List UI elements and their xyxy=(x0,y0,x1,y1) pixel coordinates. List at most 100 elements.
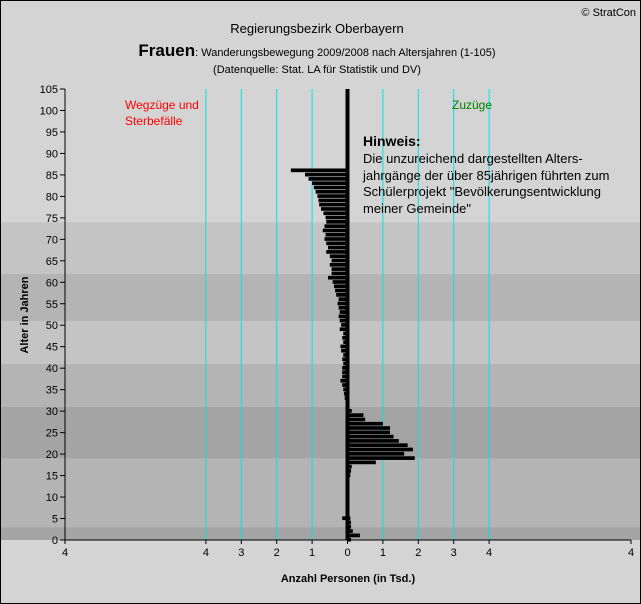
bar-out-age-82 xyxy=(313,185,348,190)
y-tick-label-95: 95 xyxy=(46,127,58,139)
bar-out-age-48 xyxy=(343,331,348,336)
y-tick-label-75: 75 xyxy=(46,213,58,225)
note-line-2: jahrgänge der über 85jährigen führten zu… xyxy=(362,168,609,183)
bar-out-age-79 xyxy=(318,198,348,203)
copyright: © StratCon xyxy=(581,7,636,19)
bar-out-age-80 xyxy=(317,194,348,198)
subtitle-rest: : Wanderungsbewegung 2009/2008 nach Alte… xyxy=(195,47,495,59)
note-title: Hinweis: xyxy=(363,133,421,149)
bar-out-age-62 xyxy=(331,271,348,276)
bar-in-age-29 xyxy=(347,413,364,417)
bar-in-age-22 xyxy=(347,443,408,448)
bar-out-age-64 xyxy=(329,262,348,267)
bar-out-age-54 xyxy=(338,305,348,310)
bar-in-age-23 xyxy=(347,439,399,443)
bar-out-age-85 xyxy=(305,172,348,177)
y-tick-label-15: 15 xyxy=(46,471,58,483)
bar-out-age-45 xyxy=(340,344,348,349)
y-tick-label-35: 35 xyxy=(46,385,58,397)
bar-out-age-40 xyxy=(342,366,348,370)
bar-out-age-35 xyxy=(343,387,348,392)
tick-labels: 0510152025303540455055606570758085909510… xyxy=(40,84,634,559)
bar-out-age-75 xyxy=(325,215,348,220)
y-tick-label-65: 65 xyxy=(46,256,58,268)
x-tick-label-10: 4 xyxy=(628,547,634,559)
bar-out-age-78 xyxy=(319,202,348,207)
gridlines xyxy=(205,89,490,540)
bar-out-age-39 xyxy=(342,370,348,375)
age-band-3 xyxy=(0,363,641,407)
bar-out-age-86 xyxy=(290,168,348,173)
bar-out-age-57 xyxy=(336,293,348,297)
bar-out-age-44 xyxy=(341,348,348,353)
bar-out-age-56 xyxy=(338,297,348,302)
bar-in-age-30 xyxy=(347,408,352,413)
bar-out-age-69 xyxy=(326,241,348,246)
x-tick-label-2: 3 xyxy=(238,547,244,559)
bar-in-age-17 xyxy=(347,464,352,469)
bar-in-age-2 xyxy=(347,529,353,533)
y-tick-label-90: 90 xyxy=(46,148,58,160)
y-tick-label-30: 30 xyxy=(46,406,58,418)
bar-out-age-36 xyxy=(342,383,348,387)
bar-out-age-49 xyxy=(339,327,348,332)
bar-out-age-68 xyxy=(328,245,348,250)
bar-out-age-55 xyxy=(337,301,348,306)
bar-out-age-76 xyxy=(323,211,348,216)
bar-in-age-20 xyxy=(347,451,405,456)
zero-axis-line xyxy=(345,89,350,540)
chart-title: Regierungsbezirk Oberbayern xyxy=(230,21,403,36)
age-band-1 xyxy=(0,458,641,528)
age-band-2 xyxy=(0,406,641,459)
y-tick-label-5: 5 xyxy=(52,514,58,526)
y-tick-label-80: 80 xyxy=(46,191,58,203)
bar-out-age-52 xyxy=(338,314,348,319)
bar-out-age-67 xyxy=(326,250,348,254)
note-line-4: meiner Gemeinde" xyxy=(363,201,471,216)
y-tick-label-10: 10 xyxy=(46,492,58,504)
y-tick-label-0: 0 xyxy=(52,535,58,547)
y-tick-label-85: 85 xyxy=(46,170,58,182)
x-tick-label-5: 0 xyxy=(344,547,350,559)
bar-out-age-51 xyxy=(339,318,348,323)
x-tick-label-1: 4 xyxy=(203,547,209,559)
x-tick-label-9: 4 xyxy=(486,547,492,559)
bar-out-age-84 xyxy=(308,177,348,181)
bar-in-age-24 xyxy=(347,434,394,439)
chart-subtitle: Frauen: Wanderungsbewegung 2009/2008 nac… xyxy=(138,41,495,60)
x-tick-label-7: 2 xyxy=(415,547,421,559)
bar-out-age-74 xyxy=(326,220,348,224)
left-label-line1: Wegzüge und xyxy=(125,98,199,112)
bar-out-age-58 xyxy=(335,288,348,293)
left-label-line2: Sterbefälle xyxy=(125,114,183,128)
note-line-1: Die unzureichend dargestellten Alters- xyxy=(363,151,583,166)
bar-in-age-18 xyxy=(347,460,376,465)
x-tick-label-8: 3 xyxy=(451,547,457,559)
bar-out-age-43 xyxy=(343,353,348,357)
right-label: Zuzüge xyxy=(452,98,492,112)
bar-out-age-61 xyxy=(328,275,348,280)
bar-in-age-26 xyxy=(347,426,390,430)
bar-out-age-41 xyxy=(343,361,348,366)
y-axis-label: Alter in Jahren xyxy=(19,276,31,353)
bar-out-age-53 xyxy=(339,310,348,314)
y-tick-label-105: 105 xyxy=(40,84,58,96)
bar-out-age-73 xyxy=(324,224,348,228)
age-band-6 xyxy=(0,222,641,274)
x-tick-label-3: 2 xyxy=(274,547,280,559)
y-tick-label-25: 25 xyxy=(46,428,58,440)
bar-out-age-63 xyxy=(331,267,348,271)
subtitle-bold: Frauen xyxy=(138,41,195,60)
bar-in-age-28 xyxy=(347,417,366,422)
bar-out-age-71 xyxy=(325,232,348,237)
y-tick-label-60: 60 xyxy=(46,277,58,289)
note-line-3: Schülerprojekt "Bevölkerungsentwicklung xyxy=(363,184,601,199)
y-tick-label-70: 70 xyxy=(46,234,58,246)
y-tick-label-50: 50 xyxy=(46,320,58,332)
bar-out-age-47 xyxy=(342,335,348,340)
bar-out-age-65 xyxy=(331,258,348,263)
bar-out-age-81 xyxy=(315,189,348,194)
y-tick-label-45: 45 xyxy=(46,342,58,354)
age-band-5 xyxy=(0,273,641,321)
